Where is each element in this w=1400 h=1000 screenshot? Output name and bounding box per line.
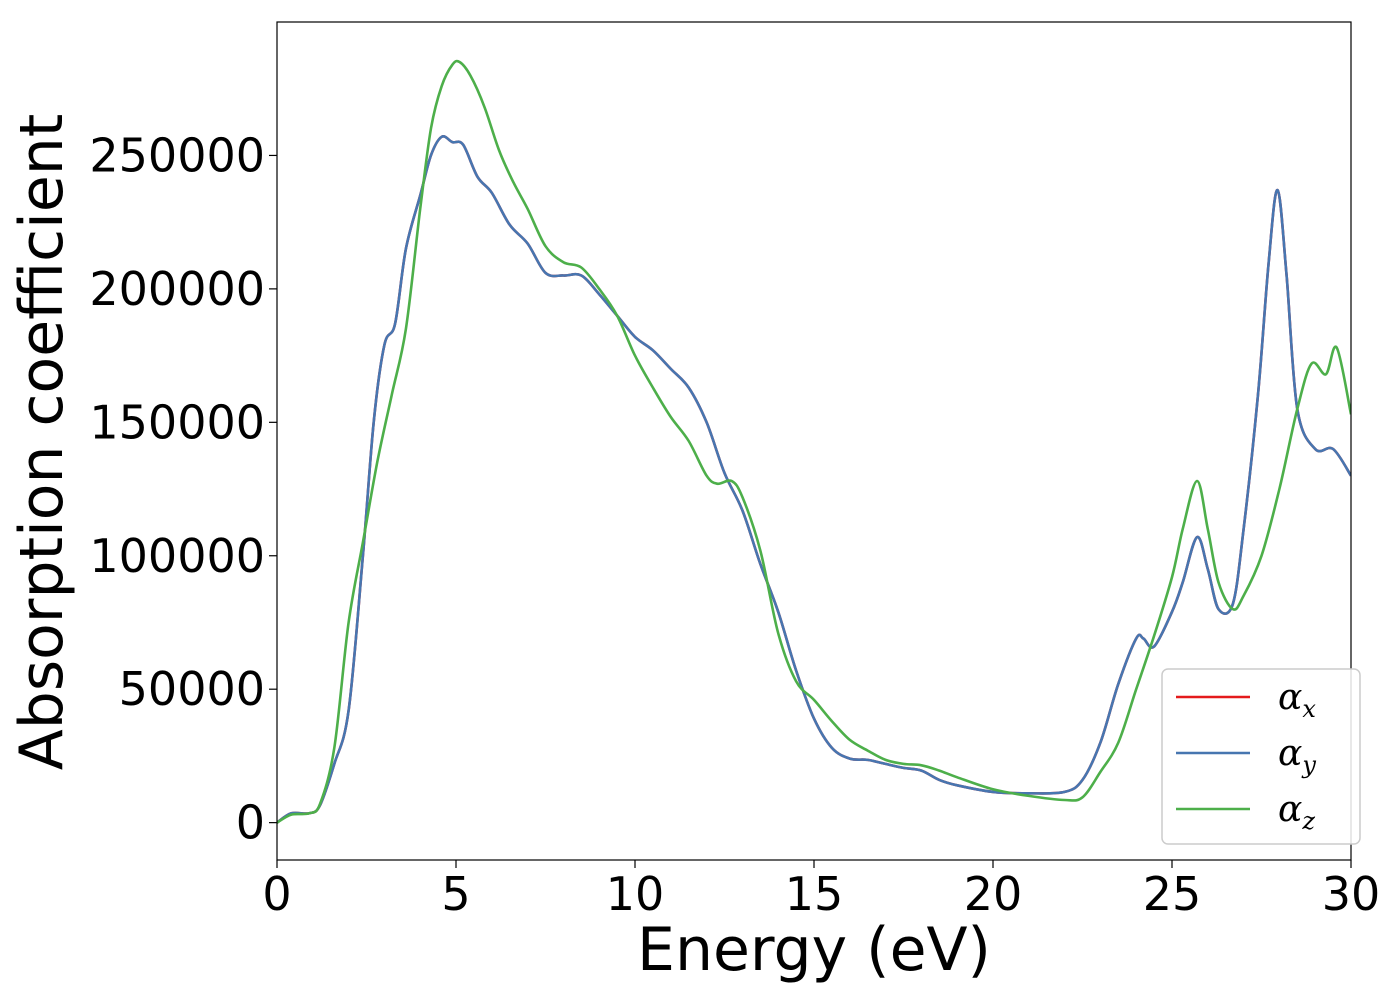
legend-subscript: x xyxy=(1302,695,1316,723)
x-tick-label: 10 xyxy=(606,867,665,921)
y-tick-label: 0 xyxy=(236,796,265,850)
y-tick-label: 150000 xyxy=(89,395,265,449)
x-axis: 0 5 10 15 20 25 30 xyxy=(262,860,1380,921)
y-axis: 0 50000 100000 150000 200000 250000 xyxy=(89,128,277,850)
legend-symbol: α xyxy=(1278,733,1302,774)
legend-symbol: α xyxy=(1278,789,1302,830)
y-tick-label: 50000 xyxy=(119,662,265,716)
x-tick-label: 20 xyxy=(964,867,1023,921)
x-tick-label: 5 xyxy=(441,867,470,921)
legend-subscript: y xyxy=(1301,751,1316,779)
legend-subscript: z xyxy=(1301,807,1315,835)
y-tick-label: 100000 xyxy=(89,529,265,583)
series-line-alpha-y xyxy=(277,135,1351,824)
x-tick-label: 30 xyxy=(1322,867,1381,921)
y-tick-label: 200000 xyxy=(89,262,265,316)
x-tick-label: 0 xyxy=(262,867,291,921)
legend-label-alpha-y: αy xyxy=(1278,733,1316,779)
x-tick-label: 25 xyxy=(1143,867,1202,921)
series-line-alpha-z xyxy=(277,59,1351,824)
x-axis-title: Energy (eV) xyxy=(637,915,991,985)
legend-symbol: α xyxy=(1278,677,1302,718)
y-tick-label: 250000 xyxy=(89,128,265,182)
x-tick-label: 15 xyxy=(785,867,844,921)
y-axis-title: Absorption coefficient xyxy=(7,114,77,771)
legend-label-alpha-z: αz xyxy=(1278,789,1315,835)
series-layer xyxy=(277,59,1351,824)
legend-box xyxy=(1161,668,1361,845)
legend-label-alpha-x: αx xyxy=(1278,677,1316,723)
